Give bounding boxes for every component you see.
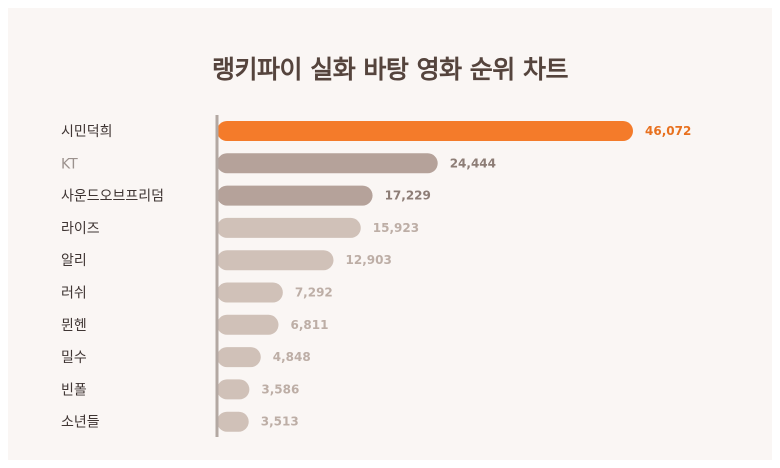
category-label-7: 뮌헨 <box>61 318 87 334</box>
category-label-2: KT <box>61 156 78 172</box>
bar-1 <box>217 121 633 141</box>
bar-8 <box>217 347 261 368</box>
value-label-2: 24,444 <box>450 156 496 170</box>
value-label-6: 7,292 <box>295 286 333 300</box>
category-label-10: 소년들 <box>61 415 100 431</box>
value-label-5: 12,903 <box>346 253 392 267</box>
bar-10 <box>217 411 249 432</box>
value-label-10: 3,513 <box>261 415 299 429</box>
value-label-3: 17,229 <box>385 189 431 203</box>
value-label-7: 6,811 <box>290 318 328 332</box>
bar-4 <box>217 217 361 238</box>
category-label-8: 밀수 <box>61 350 87 366</box>
category-label-1: 시민덕희 <box>61 124 113 140</box>
value-label-4: 15,923 <box>373 221 419 235</box>
category-label-4: 라이즈 <box>61 221 100 237</box>
value-label-8: 4,848 <box>273 350 311 364</box>
category-label-9: 빈폴 <box>61 382 87 398</box>
bar-9 <box>217 379 250 400</box>
value-label-1: 46,072 <box>645 124 691 138</box>
chart-panel <box>8 8 772 460</box>
bar-7 <box>217 314 279 335</box>
bar-6 <box>217 282 283 303</box>
value-label-9: 3,586 <box>261 382 299 396</box>
bar-3 <box>217 185 373 206</box>
category-label-3: 사운드오브프리덤 <box>61 189 164 205</box>
chart-title: 랭키파이 실화 바탕 영화 순위 차트 <box>211 55 569 84</box>
category-label-5: 알리 <box>61 253 87 269</box>
bar-2 <box>217 153 438 174</box>
bar-5 <box>217 250 334 271</box>
category-label-6: 러쉬 <box>61 286 87 302</box>
